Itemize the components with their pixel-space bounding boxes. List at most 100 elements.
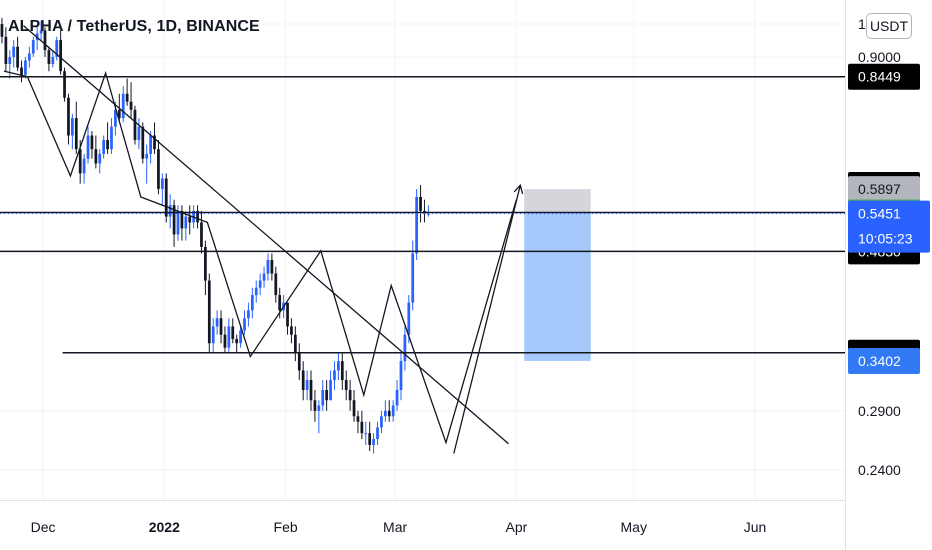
candle-body bbox=[313, 400, 317, 411]
price-tag-target: 0.3402 bbox=[858, 353, 901, 369]
candle-body bbox=[20, 67, 23, 75]
candle-body bbox=[102, 139, 106, 154]
candle-body bbox=[24, 60, 27, 75]
candle-body bbox=[82, 158, 86, 174]
candle-body bbox=[352, 400, 356, 417]
candle-body bbox=[415, 196, 419, 254]
candle-body bbox=[227, 326, 231, 348]
candle-body bbox=[12, 46, 16, 57]
candle-body bbox=[157, 149, 160, 189]
last-price-tag-bg bbox=[848, 200, 930, 253]
candle-body bbox=[348, 389, 352, 401]
time-tick-label: Dec bbox=[31, 519, 56, 535]
time-tick-label: Apr bbox=[505, 519, 527, 535]
trend-line bbox=[3, 70, 518, 445]
candle-body bbox=[4, 36, 8, 64]
chart-title: ALPHA / TetherUS, 1D, BINANCE bbox=[8, 18, 260, 35]
candle-body bbox=[98, 153, 102, 164]
candle-body bbox=[39, 30, 43, 34]
candle-body bbox=[27, 53, 31, 61]
candle-body bbox=[391, 405, 395, 417]
currency-unit-button[interactable]: USDT bbox=[866, 13, 912, 39]
candle-body bbox=[47, 50, 51, 64]
candle-body bbox=[364, 433, 368, 435]
candle-body bbox=[290, 326, 293, 335]
candle-body bbox=[51, 56, 55, 64]
candle-body bbox=[63, 71, 66, 98]
candle-body bbox=[90, 135, 94, 150]
candle-body bbox=[399, 361, 403, 390]
last-price-label: 0.5451 bbox=[858, 206, 901, 222]
candle-body bbox=[55, 40, 59, 57]
candle-body bbox=[114, 109, 117, 127]
candle-body bbox=[0, 24, 4, 37]
candle-body bbox=[188, 216, 192, 223]
candle-body bbox=[368, 433, 372, 445]
candle-body bbox=[383, 410, 387, 417]
candle-body bbox=[243, 318, 246, 331]
candle-body bbox=[286, 302, 289, 327]
candle-body bbox=[239, 330, 242, 344]
candle-body bbox=[250, 295, 254, 311]
candle-body bbox=[340, 361, 344, 381]
candle-body bbox=[380, 416, 383, 428]
candle-body bbox=[254, 287, 258, 296]
candle-body bbox=[86, 135, 90, 159]
candle-body bbox=[184, 216, 188, 229]
candle-body bbox=[407, 302, 411, 335]
candle-body bbox=[200, 222, 203, 247]
candle-body bbox=[78, 149, 82, 174]
candle-body bbox=[164, 178, 168, 217]
candle-body bbox=[219, 318, 223, 335]
candle-body bbox=[231, 326, 235, 339]
candle-body bbox=[141, 126, 145, 159]
price-tag-target-bg bbox=[848, 347, 920, 374]
candle-body bbox=[301, 370, 305, 390]
candle-body bbox=[395, 389, 399, 406]
candle-body bbox=[356, 416, 360, 422]
candle-body bbox=[133, 109, 137, 140]
take-profit-zone bbox=[524, 212, 591, 361]
time-tick-label: Feb bbox=[274, 519, 298, 535]
time-tick-label: 2022 bbox=[149, 519, 180, 535]
candle-body bbox=[266, 259, 270, 274]
candle-body bbox=[278, 295, 282, 311]
candle-body bbox=[329, 380, 332, 401]
candle-body bbox=[94, 149, 98, 164]
candle-body bbox=[172, 205, 176, 235]
trend-line bbox=[23, 25, 509, 445]
arrow-head bbox=[513, 183, 524, 195]
candle-body bbox=[121, 93, 125, 119]
candle-body bbox=[71, 118, 74, 136]
bar-countdown-label: 10:05:23 bbox=[858, 231, 913, 247]
candle-body bbox=[274, 273, 278, 296]
price-tick-label: 1 bbox=[858, 16, 866, 32]
candle-body bbox=[419, 196, 422, 211]
candle-body bbox=[16, 46, 19, 68]
candle-body bbox=[137, 126, 141, 140]
time-tick-label: May bbox=[621, 519, 647, 535]
candle-body bbox=[145, 153, 149, 159]
stop-loss-zone bbox=[524, 189, 591, 213]
candle-body bbox=[387, 410, 391, 417]
candle-body bbox=[309, 380, 313, 401]
price-tick-label: 0.2900 bbox=[858, 403, 901, 419]
candle-body bbox=[337, 361, 340, 371]
candle-body bbox=[8, 56, 12, 64]
candle-body bbox=[293, 334, 297, 353]
time-tick-label: Jun bbox=[744, 519, 767, 535]
level-price-tag: 0.8449 bbox=[858, 69, 901, 85]
candle-body bbox=[59, 40, 63, 72]
candle-body bbox=[160, 178, 164, 189]
candle-body bbox=[211, 326, 215, 344]
candle-body bbox=[317, 405, 321, 411]
candle-body bbox=[125, 93, 129, 102]
candle-body bbox=[411, 253, 415, 303]
candle-body bbox=[333, 370, 336, 381]
candle-body bbox=[403, 334, 407, 362]
candle-body bbox=[207, 280, 211, 344]
candle-body bbox=[372, 438, 375, 445]
candle-body bbox=[344, 380, 348, 390]
candle-body bbox=[376, 427, 379, 439]
